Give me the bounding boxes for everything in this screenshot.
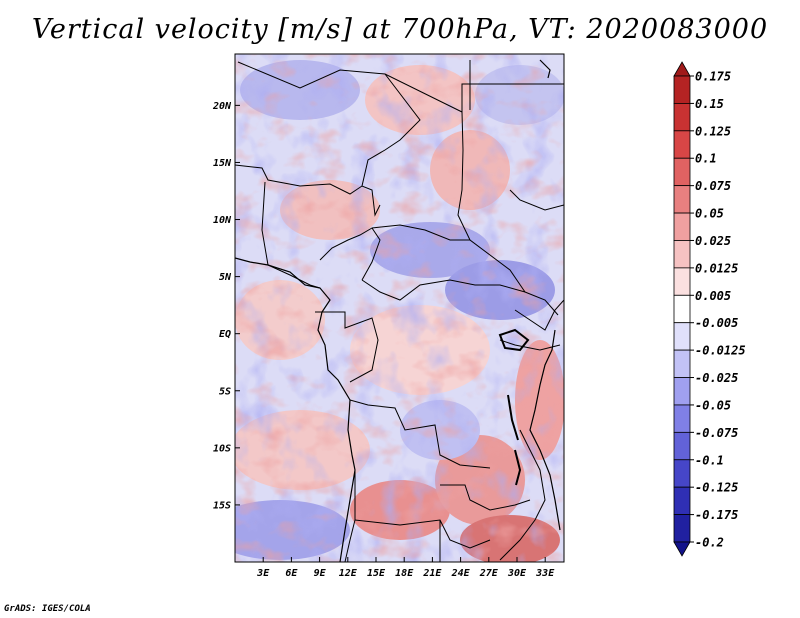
colorbar-label: -0.075 (695, 426, 738, 440)
colorbar-swatch (673, 459, 691, 488)
colorbar-label: 0.1 (695, 152, 717, 166)
colorbar-label: 0.025 (695, 234, 731, 248)
border-namibia-botswana (354, 519, 491, 549)
lake-tanganyika (507, 394, 519, 441)
lon-tick-label: 21E (422, 568, 442, 579)
border-mozambique (499, 429, 546, 561)
colorbar-swatch (673, 541, 691, 557)
border-angola-drc (349, 399, 491, 469)
lon-tick-label: 15E (367, 568, 386, 579)
colorbar-swatch (673, 431, 691, 461)
colorbar-swatch (673, 514, 691, 543)
colorbar-label: -0.2 (695, 536, 724, 550)
colorbar-label: 0.075 (695, 179, 731, 193)
lon-tick-label: 12E (339, 568, 358, 579)
colorbar-label: -0.005 (695, 316, 738, 330)
coastline (235, 59, 561, 562)
colorbar-swatch (673, 294, 691, 324)
lon-tick-label: 24E (451, 568, 471, 579)
lakes (498, 328, 530, 486)
lat-tick-label: 15N (213, 158, 232, 169)
colorbar-swatch (673, 157, 691, 187)
longitude-axis: 3E 6E 9E 12E 15E 18E 21E 24E 27E 30E 33E (256, 557, 555, 579)
colorbar-swatch (673, 349, 691, 378)
colorbar-label: -0.1 (695, 453, 724, 467)
lon-tick-label: 9E (314, 568, 327, 579)
lat-tick-label: 20N (212, 101, 232, 112)
colorbar-label: 0.05 (695, 207, 724, 221)
colorbar-swatch (673, 75, 691, 104)
map-title: Vertical velocity [m/s] at 700hPa, VT: 2… (31, 14, 769, 45)
colorbar-label: -0.025 (695, 371, 738, 385)
colorbar-label: 0.175 (695, 70, 731, 84)
colorbar-swatch (673, 130, 691, 159)
border-benin-togo (261, 181, 321, 289)
border-niger-nigeria (235, 164, 381, 217)
lat-tick-label: 10S (213, 443, 231, 454)
coastline-east (529, 329, 561, 531)
country-borders (235, 60, 564, 562)
colorbar: 0.175 0.15 0.125 0.1 0.075 0.05 0.025 0.0125 0.0… (673, 61, 746, 557)
colorbar-label: -0.05 (695, 398, 731, 412)
colorbar-swatch (673, 486, 691, 515)
colorbar-swatch (673, 103, 691, 132)
border-sahel (237, 61, 526, 293)
colorbar-label: -0.0125 (695, 344, 746, 358)
colorbar-swatch (673, 212, 691, 241)
border-chad-car (371, 224, 470, 241)
border-car-drc (361, 279, 559, 316)
border-angola-namibia (344, 470, 356, 562)
lat-tick-label: 5S (219, 386, 231, 397)
coastline-west (235, 257, 356, 562)
velocity-texture-ascent (235, 54, 564, 562)
lon-tick-label: 27E (479, 568, 499, 579)
border-zambia-zimbabwe (440, 484, 531, 511)
colorbar-label: -0.125 (695, 481, 738, 495)
lat-tick-label: EQ (219, 329, 231, 340)
latitude-axis: 20N 15N 10N 5N EQ 5S 10S 15S (212, 101, 240, 511)
border-gabon-congo (315, 311, 379, 383)
lon-tick-label: 6E (285, 568, 298, 579)
lake-victoria (498, 328, 530, 352)
lon-tick-label: 18E (395, 568, 414, 579)
colorbar-label: 0.15 (695, 97, 724, 111)
colorbar-swatch (673, 404, 691, 433)
border-sudan-north (461, 83, 564, 112)
border-nigeria-cameroon (319, 227, 381, 281)
lon-tick-label: 33E (535, 568, 555, 579)
colorbar-swatch (673, 61, 691, 77)
colorbar-label: -0.175 (695, 508, 738, 522)
colorbar-swatch (673, 240, 691, 269)
colorbar-swatch (673, 322, 691, 351)
colorbar-swatch (673, 377, 691, 406)
lat-tick-label: 5N (219, 272, 232, 283)
lon-tick-label: 30E (507, 568, 527, 579)
border-uganda-kenya (499, 339, 561, 351)
grads-credit: GrADS: IGES/COLA (4, 604, 91, 614)
lake-malawi (514, 449, 522, 486)
map-frame (234, 53, 565, 563)
border-niger-chad (361, 73, 421, 187)
colorbar-label: 0.0125 (695, 261, 738, 275)
velocity-map (234, 53, 565, 563)
lat-tick-label: 15S (213, 500, 231, 511)
colorbar-swatch (673, 185, 691, 214)
colorbar-swatch (673, 267, 691, 296)
border-sudan-ethiopia (509, 189, 564, 211)
lon-tick-label: 3E (256, 568, 270, 579)
colorbar-label: 0.005 (695, 289, 731, 303)
coastline-red-sea-north (539, 59, 551, 79)
lat-tick-label: 10N (213, 215, 232, 226)
colorbar-label: 0.125 (695, 124, 731, 138)
border-ethiopia (514, 299, 564, 331)
